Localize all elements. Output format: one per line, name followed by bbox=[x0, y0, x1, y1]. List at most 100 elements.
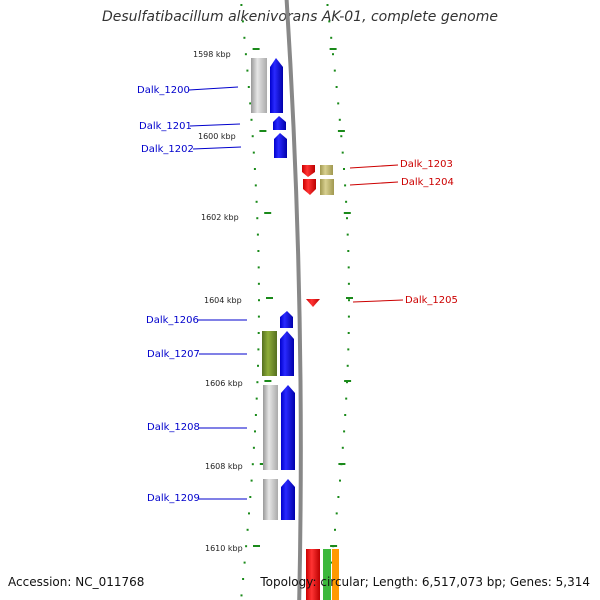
tick-mark bbox=[346, 381, 348, 384]
tick-mark bbox=[345, 397, 348, 400]
tick-mark bbox=[252, 151, 255, 154]
tick-mark bbox=[330, 36, 333, 39]
tick-mark bbox=[347, 250, 350, 252]
major-tick-mark bbox=[264, 212, 272, 214]
tick-mark bbox=[240, 594, 243, 597]
cds-feature-1209 bbox=[263, 479, 278, 520]
tick-mark bbox=[244, 53, 247, 56]
tick-mark bbox=[243, 36, 246, 39]
tick-label-1598: 1598 kbp bbox=[193, 50, 231, 59]
accession-label: Accession: NC_011768 bbox=[8, 575, 145, 589]
tick-mark bbox=[247, 86, 250, 88]
cds-feature-1200 bbox=[251, 58, 267, 113]
tick-mark bbox=[254, 430, 256, 433]
feature-partial-green bbox=[323, 549, 331, 600]
tick-label-1600: 1600 kbp bbox=[198, 132, 236, 141]
tick-mark bbox=[254, 414, 257, 416]
tick-mark bbox=[243, 561, 246, 564]
tick-mark bbox=[343, 168, 345, 170]
tick-mark bbox=[346, 364, 349, 367]
major-tick-mark bbox=[259, 130, 267, 132]
major-tick-mark bbox=[343, 212, 351, 214]
tick-mark bbox=[337, 102, 340, 105]
tick-mark bbox=[257, 364, 259, 367]
tick-mark bbox=[340, 135, 343, 138]
gene-arrow-1201 bbox=[273, 116, 286, 130]
tick-mark bbox=[257, 282, 260, 285]
gene-label-1209: Dalk_1209 bbox=[147, 493, 200, 504]
tick-mark bbox=[255, 397, 258, 400]
feature-partial-red bbox=[306, 549, 320, 600]
tick-mark bbox=[348, 299, 350, 302]
cds-feature-1207 bbox=[262, 331, 277, 376]
gene-arrow-1205 bbox=[306, 299, 320, 307]
gene-label-1205: Dalk_1205 bbox=[405, 295, 458, 306]
tick-mark bbox=[328, 20, 331, 23]
tick-mark bbox=[250, 479, 253, 482]
tick-mark bbox=[344, 184, 347, 187]
tick-mark bbox=[341, 151, 344, 154]
gene-arrow-1200 bbox=[270, 58, 283, 113]
major-tick-mark bbox=[330, 545, 338, 547]
tick-mark bbox=[256, 233, 259, 236]
tick-mark bbox=[258, 299, 260, 302]
major-tick-mark bbox=[252, 48, 260, 50]
tick-mark bbox=[333, 69, 336, 72]
cds-feature-1203 bbox=[320, 165, 333, 175]
tick-mark bbox=[335, 512, 338, 515]
major-tick-mark bbox=[338, 463, 346, 465]
tick-mark bbox=[346, 233, 349, 236]
tick-mark bbox=[251, 463, 254, 466]
tick-mark bbox=[255, 200, 258, 203]
gene-label-1204: Dalk_1204 bbox=[401, 177, 454, 188]
gene-arrow-1207 bbox=[280, 331, 294, 376]
major-tick-mark bbox=[344, 380, 352, 382]
tick-mark bbox=[256, 381, 259, 384]
tick-label-1610: 1610 kbp bbox=[205, 544, 243, 553]
tick-mark bbox=[248, 512, 250, 515]
tick-mark bbox=[345, 200, 348, 203]
tick-mark bbox=[246, 69, 249, 72]
tick-mark bbox=[256, 217, 259, 220]
tick-label-1608: 1608 kbp bbox=[205, 462, 243, 471]
gene-arrow-1204 bbox=[303, 179, 316, 195]
major-tick-mark bbox=[264, 380, 272, 382]
tick-label-1604: 1604 kbp bbox=[204, 296, 242, 305]
tick-mark bbox=[347, 348, 350, 351]
tick-mark bbox=[257, 332, 260, 334]
gene-label-1203: Dalk_1203 bbox=[400, 159, 453, 170]
tick-mark bbox=[242, 578, 245, 580]
tick-mark bbox=[335, 86, 338, 88]
major-tick-mark bbox=[253, 545, 260, 547]
tick-mark bbox=[347, 332, 350, 334]
tick-mark bbox=[257, 348, 260, 351]
tick-mark bbox=[241, 20, 244, 23]
gene-arrow-1208 bbox=[281, 385, 295, 470]
tick-mark bbox=[332, 53, 334, 56]
major-tick-mark bbox=[346, 297, 353, 299]
tick-mark bbox=[252, 446, 255, 449]
gene-label-1206: Dalk_1206 bbox=[146, 315, 199, 326]
tick-mark bbox=[347, 282, 350, 285]
gene-arrow-1203 bbox=[302, 165, 315, 177]
tick-mark bbox=[257, 315, 260, 318]
tick-mark bbox=[326, 4, 329, 6]
tick-mark bbox=[246, 528, 249, 531]
tick-mark bbox=[249, 496, 252, 498]
cds-feature-1204 bbox=[320, 179, 334, 195]
genome-backbone bbox=[284, 0, 303, 600]
tick-mark bbox=[254, 184, 257, 187]
gene-label-1201: Dalk_1201 bbox=[139, 121, 192, 132]
gene-label-1208: Dalk_1208 bbox=[147, 422, 200, 433]
tick-marks-left bbox=[240, 4, 273, 597]
map-title: Desulfatibacillum alkenivorans AK-01, co… bbox=[101, 9, 499, 25]
tick-mark bbox=[338, 118, 341, 121]
tick-mark bbox=[337, 496, 340, 498]
genome-summary: Topology: circular; Length: 6,517,073 bp… bbox=[260, 575, 590, 589]
major-tick-mark bbox=[266, 297, 273, 299]
tick-mark bbox=[257, 266, 260, 269]
tick-mark bbox=[249, 102, 252, 105]
gene-label-1207: Dalk_1207 bbox=[147, 349, 200, 360]
tick-mark bbox=[343, 430, 346, 433]
